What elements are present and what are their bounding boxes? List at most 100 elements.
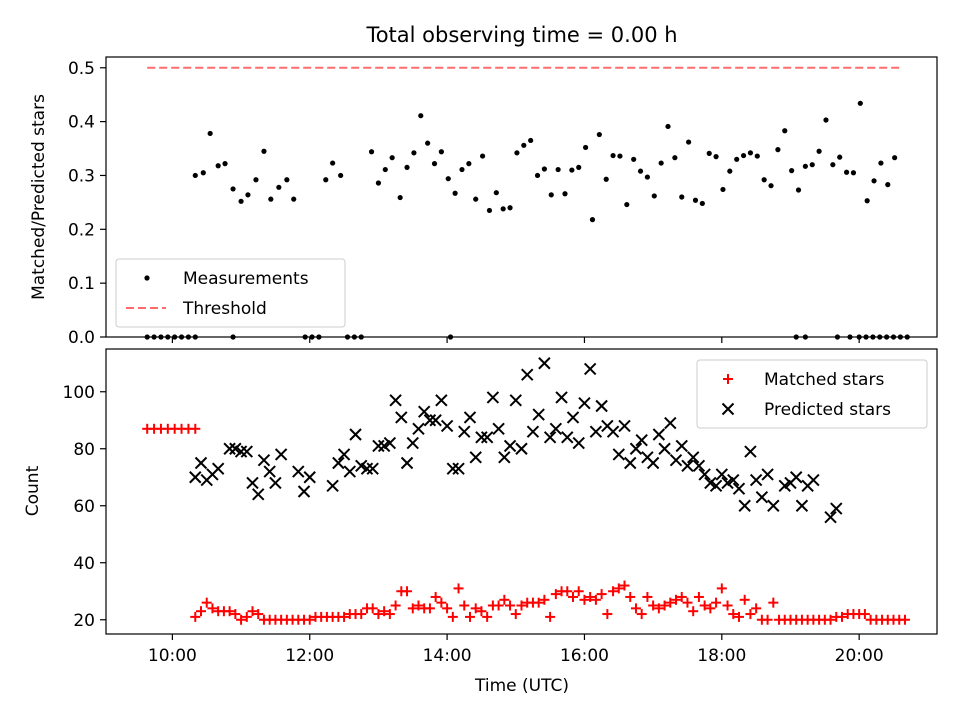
x-tick-label: 14:00: [423, 646, 472, 666]
predicted-stars-point: [824, 510, 837, 524]
matched-stars-point: [859, 609, 870, 620]
predicted-stars-point: [578, 396, 591, 410]
predicted-stars-point: [372, 439, 385, 453]
legend-label-measurements: Measurements: [183, 269, 309, 289]
measurements-point: [238, 198, 244, 204]
y-tick-label: 0.2: [68, 220, 95, 240]
matched-stars-point: [676, 591, 687, 602]
matched-stars-point: [751, 603, 762, 614]
predicted-stars-point: [749, 473, 763, 487]
predicted-stars-point: [612, 448, 626, 461]
measurements-point: [734, 156, 740, 162]
ratio-panel: 0.0 0.1 0.2 0.3 0.4 0.5 Matched/Predicted sta…: [29, 56, 938, 348]
matched-stars-point: [436, 597, 447, 608]
predicted-stars-point: [246, 476, 259, 490]
x-tick-label: 20:00: [835, 646, 884, 666]
measurements-point: [843, 169, 850, 175]
predicted-stars-point: [463, 411, 477, 424]
predicted-stars-point: [595, 399, 608, 413]
matched-stars-point: [733, 611, 744, 622]
predicted-stars-point: [629, 442, 643, 455]
predicted-stars-point: [452, 462, 465, 475]
measurements-point: [830, 162, 836, 168]
predicted-stars-point: [211, 462, 225, 475]
measurements-point: [617, 153, 623, 159]
predicted-stars-point: [675, 439, 688, 453]
predicted-stars-point: [395, 411, 408, 424]
predicted-stars-point: [515, 442, 528, 455]
matched-stars-point: [493, 600, 504, 611]
matched-stars-point: [688, 606, 699, 617]
predicted-stars-point: [269, 476, 282, 490]
legend-label-predicted-stars: Predicted stars: [764, 400, 891, 420]
measurements-point: [706, 150, 712, 156]
predicted-stars-point: [389, 394, 402, 407]
bottom-plot-content: [142, 357, 910, 625]
measurements-point: [892, 155, 898, 161]
measurements-point: [397, 194, 403, 201]
measurements-point: [222, 161, 228, 167]
y-tick-label: 0.0: [68, 328, 95, 348]
y-tick-label: 0.1: [68, 274, 95, 294]
matched-stars-point: [304, 614, 315, 625]
matched-stars-point: [533, 597, 544, 608]
predicted-stars-point: [326, 479, 339, 493]
predicted-stars-point: [652, 428, 666, 441]
predicted-stars-point: [686, 451, 700, 464]
measurements-point: [658, 160, 664, 166]
predicted-stars-point: [475, 431, 488, 444]
matched-stars-point: [636, 609, 647, 620]
legend-box: [115, 258, 346, 328]
predicted-stars-point: [549, 422, 563, 436]
measurements-point: [452, 190, 458, 196]
measurements-point: [284, 177, 290, 183]
measurements-point: [548, 192, 554, 198]
predicted-stars-point: [744, 445, 757, 458]
predicted-stars-point: [257, 453, 271, 467]
measurements-point: [823, 117, 829, 123]
predicted-stars-point: [795, 499, 809, 512]
matched-stars-point: [430, 591, 441, 602]
matched-stars-point: [470, 603, 481, 614]
matched-stars-point: [608, 586, 619, 597]
predicted-stars-point: [486, 391, 500, 404]
predicted-stars-point: [807, 473, 820, 487]
matched-stars-point: [453, 583, 464, 594]
bottom-legend: Matched stars Predicted stars: [696, 359, 928, 429]
measurements-point: [466, 161, 472, 167]
predicted-stars-point: [715, 468, 729, 481]
measurements-point: [761, 177, 767, 183]
top-y-axis-label: Matched/Predicted stars: [29, 94, 49, 300]
predicted-stars-point: [790, 471, 803, 484]
matched-stars-point: [699, 600, 710, 611]
matched-stars-point: [253, 609, 264, 620]
predicted-stars-point: [446, 462, 460, 475]
predicted-stars-point: [761, 468, 774, 481]
matched-stars-point: [236, 614, 247, 625]
bottom-axis-ticks: 10:00 12:00 14:00 16:00 18:00 20:00 20 40 60 80 10…: [63, 383, 884, 666]
matched-stars-point: [190, 423, 201, 434]
matched-stars-point: [499, 594, 510, 605]
predicted-stars-point: [618, 419, 631, 433]
matched-stars-point: [505, 600, 516, 611]
measurements-point: [207, 130, 213, 137]
measurements-point: [541, 166, 547, 172]
predicted-stars-point: [417, 405, 431, 418]
predicted-stars-point: [458, 425, 471, 438]
figure-title: Total observing time = 0.00 h: [365, 23, 677, 47]
measurements-point: [382, 166, 388, 173]
matched-stars-point: [339, 611, 350, 622]
matched-stars-point: [241, 611, 252, 622]
matched-stars-point: [693, 591, 704, 602]
predicted-stars-point: [755, 490, 769, 504]
predicted-stars-point: [732, 482, 746, 495]
predicted-stars-point: [480, 431, 494, 444]
measurements-point: [291, 196, 297, 202]
predicted-stars-point: [400, 456, 414, 470]
predicted-stars-point: [406, 436, 419, 450]
matched-stars-point: [899, 614, 910, 625]
measurements-point: [816, 148, 822, 154]
matched-stars-point: [625, 591, 636, 602]
legend-label-matched-stars: Matched stars: [764, 370, 884, 390]
measurements-point: [276, 184, 282, 190]
